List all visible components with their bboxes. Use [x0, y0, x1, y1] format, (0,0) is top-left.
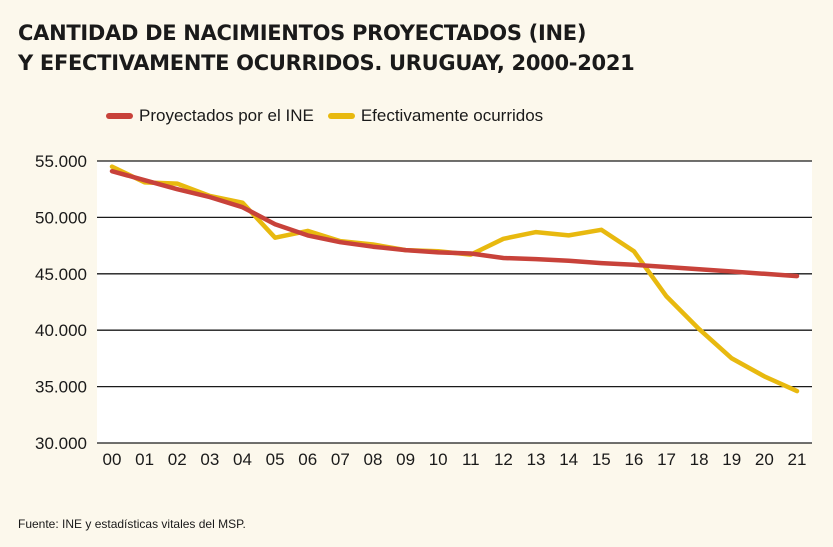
legend-label-projected: Proyectados por el INE [139, 106, 314, 125]
x-tick-label: 04 [233, 450, 252, 469]
legend-swatch-actual [327, 113, 355, 119]
y-tick-label: 45.000 [35, 265, 87, 284]
y-tick-label: 50.000 [35, 208, 87, 227]
y-tick-label: 30.000 [35, 434, 87, 453]
x-tick-label: 14 [559, 450, 578, 469]
chart-title: CANTIDAD DE NACIMIENTOS PROYECTADOS (INE… [18, 18, 635, 78]
x-tick-label: 13 [527, 450, 546, 469]
x-tick-label: 12 [494, 450, 513, 469]
x-tick-label: 02 [168, 450, 187, 469]
y-tick-label: 35.000 [35, 378, 87, 397]
x-tick-label: 17 [657, 450, 676, 469]
legend-swatch-projected [106, 113, 133, 119]
x-tick-label: 18 [690, 450, 709, 469]
x-tick-label: 05 [266, 450, 285, 469]
x-tick-label: 03 [200, 450, 219, 469]
x-tick-label: 11 [462, 450, 480, 469]
x-tick-label: 16 [624, 450, 643, 469]
x-tick-label: 20 [755, 450, 774, 469]
legend-label-actual: Efectivamente ocurridos [360, 106, 544, 125]
x-tick-label: 00 [103, 450, 122, 469]
source-note: Fuente: INE y estadísticas vitales del M… [18, 517, 246, 531]
x-tick-label: 15 [592, 450, 611, 469]
line-chart: 30.000 35.000 40.000 45.000 50.000 55.000 00 01… [35, 152, 812, 469]
x-tick-label: 06 [298, 450, 317, 469]
x-tick-label: 09 [396, 450, 415, 469]
y-tick-label: 40.000 [35, 321, 87, 340]
series-line-projected [109, 168, 800, 279]
chart-legend: Proyectados por el INE Efectivamente ocu… [106, 106, 557, 126]
legend-item-actual: Efectivamente ocurridos [327, 106, 544, 126]
x-tick-label: 07 [331, 450, 350, 469]
legend-item-projected: Proyectados por el INE [106, 106, 314, 126]
plot-area [97, 161, 812, 443]
x-tick-label: 21 [788, 450, 807, 469]
chart-title-line-1: CANTIDAD DE NACIMIENTOS PROYECTADOS (INE… [18, 21, 587, 45]
x-tick-label: 10 [429, 450, 448, 469]
y-tick-label: 55.000 [35, 152, 87, 171]
chart-title-line-2: Y EFECTIVAMENTE OCURRIDOS. URUGUAY, 2000… [18, 51, 635, 75]
x-tick-label: 19 [722, 450, 741, 469]
x-tick-label: 01 [135, 450, 154, 469]
x-tick-label: 08 [363, 450, 382, 469]
